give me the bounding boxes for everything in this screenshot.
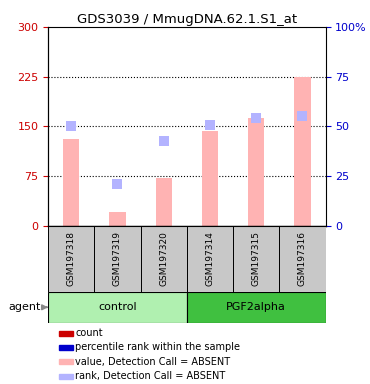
Bar — [110, 212, 125, 226]
Bar — [187, 226, 233, 292]
Bar — [48, 292, 187, 323]
Point — [253, 115, 259, 121]
Bar — [187, 292, 326, 323]
Text: GSM197318: GSM197318 — [67, 231, 76, 286]
Bar — [279, 226, 326, 292]
Title: GDS3039 / MmugDNA.62.1.S1_at: GDS3039 / MmugDNA.62.1.S1_at — [77, 13, 297, 26]
Point — [161, 138, 167, 144]
Bar — [94, 226, 141, 292]
Bar — [248, 118, 264, 226]
Point — [300, 113, 306, 119]
Bar — [141, 226, 187, 292]
Text: GSM197320: GSM197320 — [159, 231, 168, 286]
Bar — [295, 76, 310, 226]
Text: GSM197314: GSM197314 — [205, 231, 215, 286]
Text: agent: agent — [9, 302, 47, 312]
Bar — [233, 226, 279, 292]
Text: GSM197316: GSM197316 — [298, 231, 307, 286]
Point — [207, 122, 213, 128]
Text: percentile rank within the sample: percentile rank within the sample — [75, 343, 240, 353]
Text: count: count — [75, 328, 103, 338]
Text: rank, Detection Call = ABSENT: rank, Detection Call = ABSENT — [75, 371, 226, 381]
Bar — [156, 178, 172, 226]
Text: control: control — [98, 302, 137, 312]
Point — [68, 122, 74, 129]
Point — [115, 181, 121, 187]
Bar — [59, 345, 73, 350]
Text: value, Detection Call = ABSENT: value, Detection Call = ABSENT — [75, 357, 231, 367]
Bar — [202, 131, 218, 226]
Text: GSM197315: GSM197315 — [252, 231, 261, 286]
Bar — [48, 226, 94, 292]
Bar — [63, 139, 79, 226]
Bar — [59, 331, 73, 336]
Bar — [59, 359, 73, 364]
Bar — [59, 374, 73, 379]
Text: PGF2alpha: PGF2alpha — [226, 302, 286, 312]
Text: GSM197319: GSM197319 — [113, 231, 122, 286]
